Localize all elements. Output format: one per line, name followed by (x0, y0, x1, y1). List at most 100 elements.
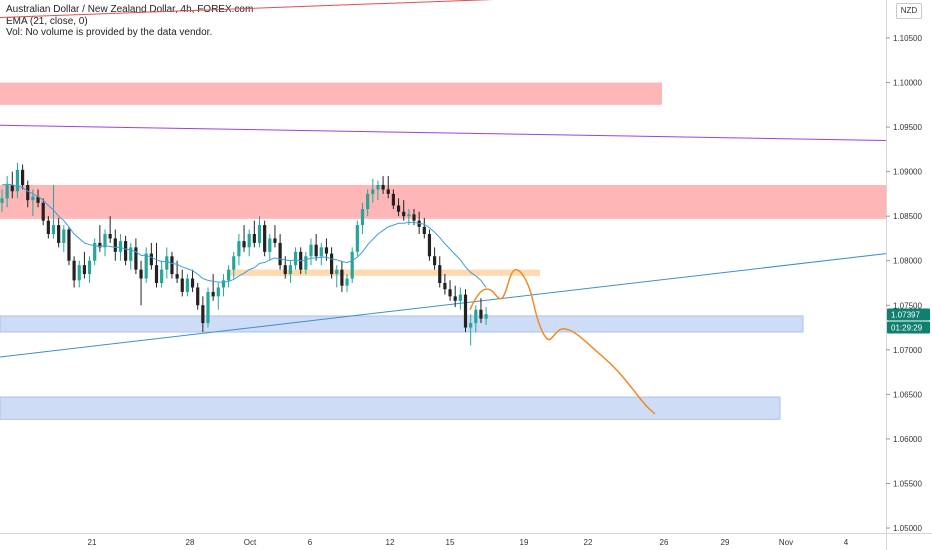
candle (21, 164, 25, 190)
candle (371, 178, 375, 203)
trendline-0[interactable] (0, 0, 805, 19)
candle (51, 185, 56, 239)
chart-legend: Australian Dollar / New Zealand Dollar, … (6, 4, 253, 39)
candle (479, 298, 483, 324)
candle (355, 220, 359, 257)
candle (196, 283, 200, 310)
candle (87, 256, 92, 283)
candle (67, 226, 71, 266)
y-tick-label: 1.07500 (893, 301, 922, 310)
y-tick-label: 1.09000 (893, 168, 922, 177)
x-tick-label: 22 (584, 538, 593, 547)
trendline-2[interactable] (0, 253, 887, 358)
zone-demand-4[interactable] (0, 396, 781, 420)
x-tick-label: 28 (186, 538, 195, 547)
candle (129, 242, 133, 270)
x-tick-label: 21 (88, 538, 97, 547)
candle (113, 229, 117, 261)
price-tag: 1.07397 01:29:29 (887, 308, 930, 334)
candle (5, 176, 9, 208)
candle (72, 256, 76, 288)
candle (304, 251, 308, 275)
candle (443, 274, 447, 295)
candle (247, 229, 251, 257)
candle (278, 234, 282, 270)
candle (330, 247, 334, 279)
candle (469, 314, 473, 346)
candle (252, 220, 256, 248)
candle (263, 220, 267, 257)
y-tick-label: 1.10500 (893, 34, 922, 43)
candle (288, 260, 292, 283)
candle (350, 247, 354, 283)
candle (82, 251, 86, 279)
y-tick-label: 1.05500 (893, 479, 922, 488)
candle (103, 229, 107, 257)
candle (93, 238, 97, 266)
candle (268, 234, 272, 261)
candle (396, 198, 401, 217)
candle (180, 269, 184, 297)
candle (134, 238, 138, 275)
candle (36, 189, 40, 208)
zone-demand-3[interactable] (0, 315, 804, 333)
candle (15, 162, 20, 199)
price-axis[interactable]: 1.10500 1.10000 1.09500 1.09000 1.08500 1.080… (886, 34, 922, 533)
price-tag-value: 1.07397 (891, 310, 920, 319)
ema-indicator-label[interactable]: EMA (21, close, 0) (6, 15, 88, 27)
candle (257, 216, 262, 248)
candle (185, 274, 189, 297)
x-tick-label: 4 (844, 538, 849, 547)
candle (381, 176, 385, 194)
y-tick-label: 1.06500 (893, 390, 922, 399)
projection-path (469, 268, 656, 415)
volume-indicator-label[interactable]: Vol: No volume is provided by the data v… (6, 27, 213, 38)
candle (165, 247, 169, 279)
candle (458, 287, 462, 310)
candle (242, 225, 246, 252)
trendlines-layer (0, 0, 887, 358)
candle (211, 274, 215, 301)
zone-interest-2[interactable] (228, 269, 540, 276)
y-tick-label: 1.07000 (893, 346, 922, 355)
candle (448, 280, 452, 301)
candle (386, 176, 390, 199)
x-tick-label: 26 (660, 538, 669, 547)
candle (201, 296, 205, 332)
candle (474, 305, 478, 332)
candle (232, 251, 236, 279)
candle (422, 217, 426, 239)
candle (376, 180, 380, 201)
candle (124, 235, 128, 266)
y-tick-label: 1.10000 (893, 79, 922, 88)
candle (391, 189, 395, 210)
zone-supply-0[interactable] (0, 82, 662, 105)
candle (433, 247, 437, 270)
candle (26, 180, 30, 208)
x-tick-label: 6 (308, 538, 313, 547)
candle (160, 260, 164, 288)
candle (190, 269, 195, 292)
candle (319, 242, 323, 266)
candle (227, 265, 231, 288)
time-axis[interactable]: 21 28 Oct 6 12 15 19 22 26 29 Nov 4 (88, 538, 849, 547)
candle (360, 202, 365, 234)
candle (46, 216, 50, 239)
x-tick-label: Oct (244, 538, 257, 547)
candle (463, 289, 468, 332)
candle (41, 198, 45, 226)
symbol-title: Australian Dollar / New Zealand Dollar, … (6, 4, 254, 15)
y-tick-label: 1.08500 (893, 212, 922, 221)
y-tick-label: 1.08000 (893, 257, 922, 266)
candle (216, 283, 220, 310)
currency-button[interactable]: NZD (896, 3, 922, 19)
trendline-1[interactable] (0, 124, 887, 141)
candle (427, 229, 432, 261)
candle (237, 234, 241, 266)
candle (453, 285, 457, 308)
x-tick-label: 15 (446, 538, 455, 547)
candle (314, 234, 318, 261)
candle (77, 260, 81, 288)
zone-supply-1[interactable] (0, 185, 886, 219)
